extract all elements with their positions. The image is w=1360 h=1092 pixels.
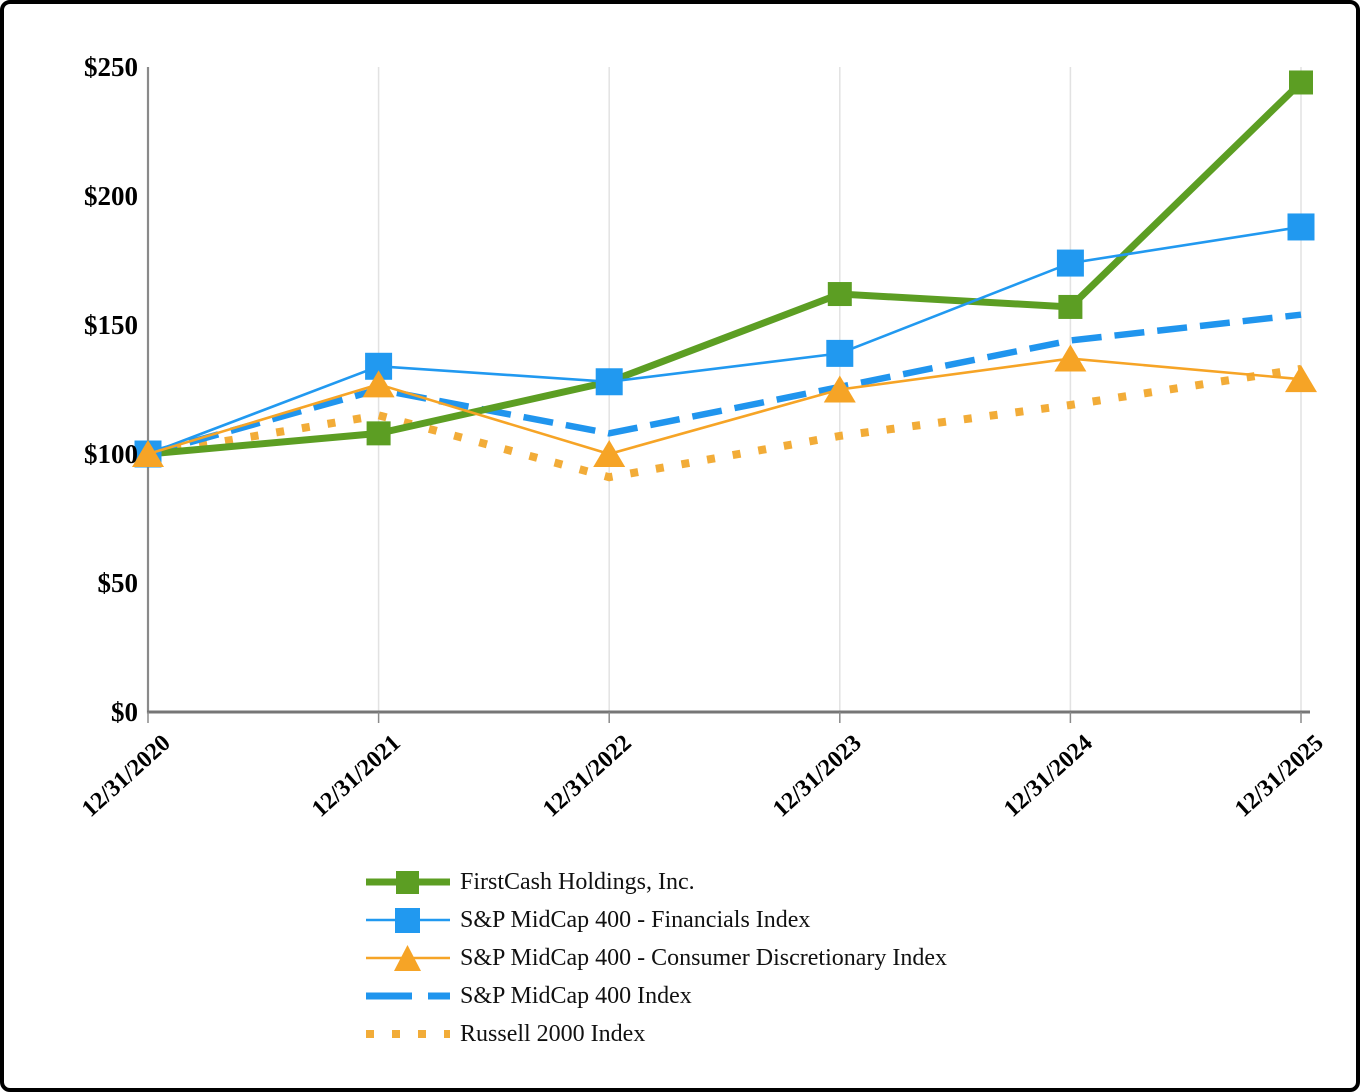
y-tick-label: $150 (84, 310, 138, 340)
russell-2000-legend-marker (366, 1030, 450, 1038)
legend-item-midcap-index: S&P MidCap 400 Index (366, 977, 947, 1015)
line-firstcash-holdings-inc (147, 79, 1304, 458)
y-tick-label: $250 (84, 52, 138, 82)
marker-s-p-midcap-400-financials-index (595, 368, 623, 396)
legend-item-midcap-financials: S&P MidCap 400 - Financials Index (366, 901, 947, 939)
marker-firstcash-holdings-inc (1058, 294, 1083, 319)
legend-item-firstcash: FirstCash Holdings, Inc. (366, 863, 947, 901)
marker-s-p-midcap-400-financials-index (1056, 249, 1084, 277)
firstcash-legend-marker (366, 871, 450, 894)
marker-s-p-midcap-400-consumer-discretionary-index (593, 440, 626, 467)
marker-s-p-midcap-400-consumer-discretionary-index (823, 375, 856, 403)
marker-s-p-midcap-400-consumer-discretionary-index (1285, 365, 1317, 393)
legend-item-midcap-consumer: S&P MidCap 400 - Consumer Discretionary … (366, 939, 947, 977)
chart-legend: FirstCash Holdings, Inc. S&P MidCap 400 … (366, 863, 947, 1053)
marker-firstcash-holdings-inc (827, 282, 852, 307)
y-tick-label: $100 (84, 439, 138, 469)
legend-label: S&P MidCap 400 Index (460, 982, 692, 1009)
line-s-p-midcap-400-financials-index (147, 225, 1302, 456)
midcap-index-legend-marker (366, 992, 450, 1000)
line-s-p-midcap-400-index (147, 311, 1302, 458)
line-s-p-midcap-400-consumer-discretionary-index (147, 357, 1302, 456)
y-tick-label: $50 (97, 568, 139, 598)
legend-item-russell-2000: Russell 2000 Index (366, 1015, 947, 1053)
marker-s-p-midcap-400-consumer-discretionary-index (362, 370, 395, 398)
marker-s-p-midcap-400-financials-index (1287, 213, 1315, 241)
y-tick-label: $0 (111, 697, 138, 727)
marker-s-p-midcap-400-consumer-discretionary-index (1054, 344, 1087, 372)
legend-label: FirstCash Holdings, Inc. (460, 868, 695, 895)
marker-firstcash-holdings-inc (1289, 70, 1313, 95)
midcap-consumer-legend-marker (366, 945, 450, 971)
legend-label: Russell 2000 Index (460, 1020, 646, 1047)
legend-label: S&P MidCap 400 - Consumer Discretionary … (460, 944, 948, 971)
marker-s-p-midcap-400-consumer-discretionary-index (132, 440, 164, 467)
y-tick-label: $200 (84, 181, 138, 211)
legend-label: S&P MidCap 400 - Financials Index (460, 906, 811, 933)
midcap-financials-legend-marker (366, 908, 450, 933)
marker-firstcash-holdings-inc (366, 421, 391, 446)
marker-s-p-midcap-400-financials-index (826, 339, 854, 367)
